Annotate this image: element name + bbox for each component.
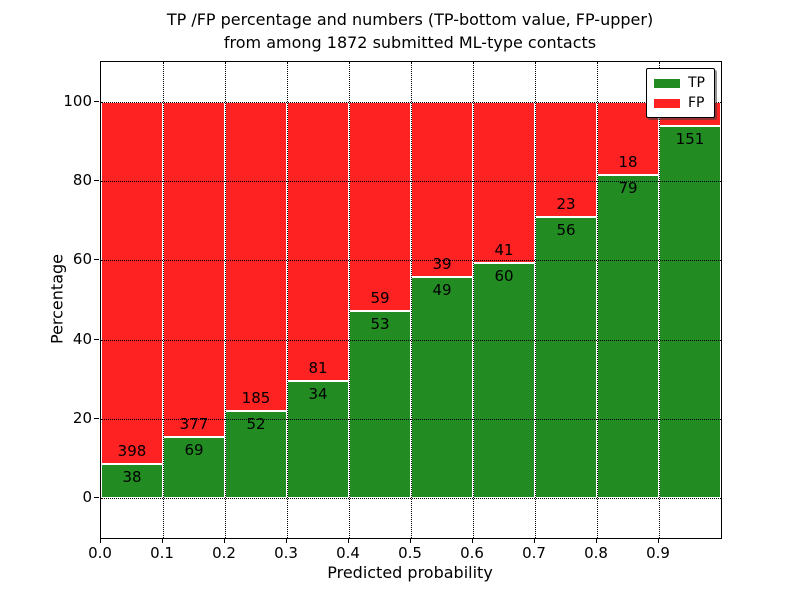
y-axis-tick (94, 100, 99, 102)
bar-segment-fp (101, 101, 163, 464)
x-axis-tick (348, 538, 349, 543)
chart-title-line1: TP /FP percentage and numbers (TP-bottom… (166, 10, 654, 29)
x-axis-tick (224, 538, 225, 543)
bar-value-label-fp: 59 (370, 288, 390, 307)
y-axis-tick (94, 259, 99, 261)
bar-segment-fp (411, 101, 473, 278)
bar-value-label-fp: 39 (432, 255, 452, 274)
y-tick-label: 80 (72, 171, 92, 189)
bar-segment-fp (163, 101, 225, 437)
legend-item-tp: TP (654, 74, 707, 92)
bar-value-label-tp: 60 (494, 266, 514, 285)
x-axis-tick (658, 538, 659, 543)
bar-value-label-fp: 398 (117, 441, 147, 460)
bar-segment-fp (225, 101, 287, 412)
bar-segment-fp (287, 101, 349, 382)
gridline-vertical (287, 62, 288, 538)
bar-value-label-fp: 18 (618, 153, 638, 172)
gridline-vertical (535, 62, 536, 538)
bar-value-label-tp: 79 (618, 179, 638, 198)
bar-value-label-tp: 69 (184, 440, 204, 459)
bar-value-label-tp: 56 (556, 221, 576, 240)
gridline-vertical (473, 62, 474, 538)
x-axis-tick (162, 538, 163, 543)
chart-title: TP /FP percentage and numbers (TP-bottom… (100, 8, 720, 54)
gridline-vertical (597, 62, 598, 538)
bar-segment-tp (535, 217, 597, 499)
bar-value-label-fp: 23 (556, 195, 576, 214)
x-axis-tick (100, 538, 101, 543)
x-tick-label: 0.8 (584, 544, 608, 562)
bar-segment-tp (659, 126, 721, 499)
x-axis-tick (534, 538, 535, 543)
legend-label-fp: FP (688, 95, 705, 111)
x-axis-tick (596, 538, 597, 543)
tp-swatch-icon (654, 78, 680, 88)
bar-value-label-fp: 185 (241, 389, 271, 408)
x-tick-label: 0.2 (212, 544, 236, 562)
y-axis-tick (94, 338, 99, 340)
x-tick-label: 0.6 (460, 544, 484, 562)
x-axis-tick (410, 538, 411, 543)
x-tick-label: 0.5 (398, 544, 422, 562)
gridline-vertical (659, 62, 660, 538)
bar-value-label-fp: 377 (179, 414, 209, 433)
x-tick-label: 0.1 (150, 544, 174, 562)
x-tick-label: 0.4 (336, 544, 360, 562)
x-tick-label: 0.7 (522, 544, 546, 562)
bar-segment-tp (101, 463, 163, 499)
legend-item-fp: FP (654, 94, 707, 112)
y-axis-label: Percentage (47, 253, 67, 345)
gridline-vertical (349, 62, 350, 538)
bar-value-label-fp: 81 (308, 359, 328, 378)
y-axis-tick (94, 180, 99, 181)
bar-value-label-tp: 49 (432, 281, 452, 300)
y-axis-tick (94, 418, 99, 419)
bar-segment-tp (473, 262, 535, 499)
bar-segment-fp (349, 101, 411, 311)
bar-value-label-tp: 38 (122, 467, 142, 486)
gridline-vertical (411, 62, 412, 538)
y-tick-label: 0 (82, 488, 92, 507)
y-axis-tick (94, 497, 99, 499)
x-axis-tick (286, 538, 287, 543)
fp-swatch-icon (654, 98, 680, 108)
y-tick-label: 60 (72, 250, 92, 269)
x-axis-label: Predicted probability (327, 563, 493, 582)
x-axis-tick (472, 538, 473, 543)
x-tick-label: 0.0 (88, 544, 112, 562)
bar-segment-tp (597, 175, 659, 499)
gridline-vertical (225, 62, 226, 538)
bar-segment-tp (411, 277, 473, 499)
bar-value-label-fp: 41 (494, 240, 514, 259)
y-tick-label: 40 (72, 329, 92, 348)
gridline-vertical (163, 62, 164, 538)
legend-box: TP FP (646, 68, 715, 118)
bar-segment-fp (473, 101, 535, 263)
y-tick-label: 100 (63, 91, 92, 110)
x-tick-label: 0.3 (274, 544, 298, 562)
legend-label-tp: TP (688, 75, 705, 91)
chart-title-line2: from among 1872 submitted ML-type contac… (223, 33, 597, 52)
plot-area: 398 38 377 69 185 52 81 34 59 53 39 49 41 60 23 56 18 79 1… (100, 61, 722, 539)
y-tick-label: 20 (72, 409, 92, 427)
bar-value-label-tp: 53 (370, 314, 390, 333)
bar-value-label-tp: 52 (246, 415, 266, 434)
bar-value-label-tp: 34 (308, 385, 328, 404)
x-tick-label: 0.9 (646, 544, 670, 562)
bar-value-label-tp: 151 (675, 130, 705, 149)
